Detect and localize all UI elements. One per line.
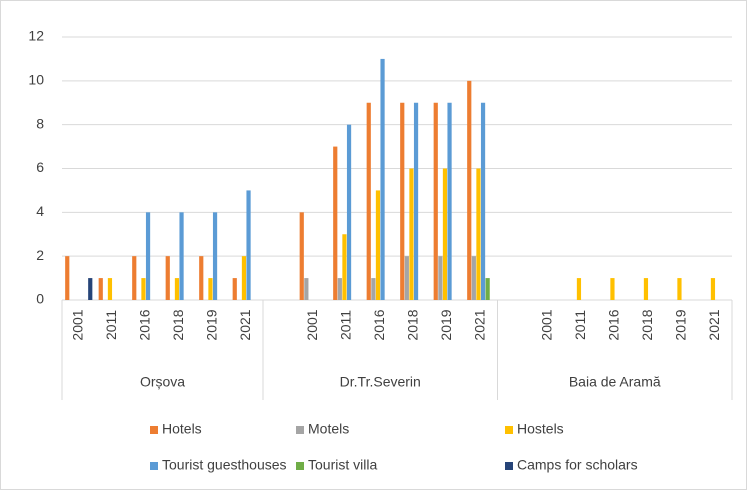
x-tick-label: 2011 — [572, 310, 588, 340]
bar — [576, 278, 582, 300]
bar — [342, 234, 347, 300]
legend-label: Camps for scholars — [517, 457, 638, 473]
bar — [480, 102, 486, 300]
x-tick-label: 2018 — [170, 309, 186, 340]
bar — [366, 102, 371, 300]
x-tick-label: 2018 — [404, 309, 420, 340]
bar — [145, 212, 151, 300]
bar — [467, 80, 472, 300]
bar — [442, 168, 448, 300]
bar — [380, 58, 385, 300]
bar — [107, 278, 113, 300]
y-tick-label: 10 — [28, 72, 44, 88]
bar — [299, 212, 304, 300]
legend-label: Tourist guesthouses — [162, 457, 287, 473]
bar — [241, 256, 247, 300]
x-tick-label: 2016 — [605, 309, 621, 340]
bar — [179, 212, 184, 300]
legend-label: Tourist villa — [308, 457, 377, 473]
x-tick-label: 2019 — [203, 309, 219, 340]
bar — [132, 256, 137, 300]
bar — [337, 278, 342, 300]
bar — [409, 168, 414, 300]
group-label: Orșova — [140, 374, 185, 390]
bar — [346, 124, 352, 301]
x-tick-label: 2016 — [136, 309, 152, 340]
legend-swatch — [296, 462, 304, 470]
bar — [447, 102, 452, 300]
bar — [141, 278, 146, 300]
x-tick-label: 2021 — [706, 309, 722, 340]
bar — [246, 190, 251, 300]
bar — [400, 102, 405, 300]
legend-swatch — [150, 462, 158, 470]
x-tick-label: 2016 — [371, 309, 387, 340]
bar — [433, 102, 438, 300]
legend-label: Hotels — [162, 421, 202, 437]
x-tick-label: 2019 — [672, 309, 688, 340]
x-tick-label: 2001 — [538, 309, 554, 340]
bar — [476, 168, 481, 300]
bar — [643, 278, 649, 300]
y-tick-label: 0 — [36, 291, 44, 307]
y-tick-label: 6 — [36, 159, 44, 175]
bar — [404, 256, 409, 300]
x-tick-label: 2021 — [237, 309, 253, 340]
bar — [471, 256, 476, 300]
bar — [371, 278, 376, 300]
x-tick-label: 2001 — [69, 309, 85, 340]
bar — [710, 278, 716, 300]
bar — [304, 278, 309, 300]
bar — [413, 102, 419, 300]
bar — [212, 212, 218, 300]
x-tick-label: 2021 — [471, 309, 487, 340]
bar — [165, 256, 170, 300]
bar — [485, 278, 490, 300]
x-tick-label: 2011 — [337, 310, 353, 340]
group-label: Baia de Aramă — [569, 374, 661, 390]
y-tick-label: 8 — [36, 115, 44, 131]
legend-label: Motels — [308, 421, 349, 437]
bar — [98, 278, 103, 300]
bar — [65, 256, 70, 300]
x-tick-label: 2011 — [103, 310, 119, 340]
legend-label: Hostels — [517, 421, 564, 437]
x-tick-label: 2018 — [639, 309, 655, 340]
bar — [438, 256, 443, 300]
bar — [232, 278, 237, 300]
group-label: Dr.Tr.Severin — [340, 374, 421, 390]
bar — [375, 190, 381, 300]
bar — [174, 278, 180, 300]
y-tick-label: 2 — [36, 247, 44, 263]
x-tick-label: 2019 — [438, 309, 454, 340]
y-tick-label: 4 — [36, 203, 44, 219]
bar — [88, 278, 93, 300]
x-tick-label: 2001 — [304, 309, 320, 340]
legend-swatch — [150, 426, 158, 434]
legend-swatch — [505, 426, 513, 434]
bar — [208, 278, 213, 300]
legend-swatch — [505, 462, 513, 470]
bar — [333, 146, 338, 300]
y-tick-label: 12 — [28, 28, 44, 44]
legend-swatch — [296, 426, 304, 434]
bar — [677, 278, 682, 300]
bar — [610, 278, 615, 300]
bar — [199, 256, 204, 300]
